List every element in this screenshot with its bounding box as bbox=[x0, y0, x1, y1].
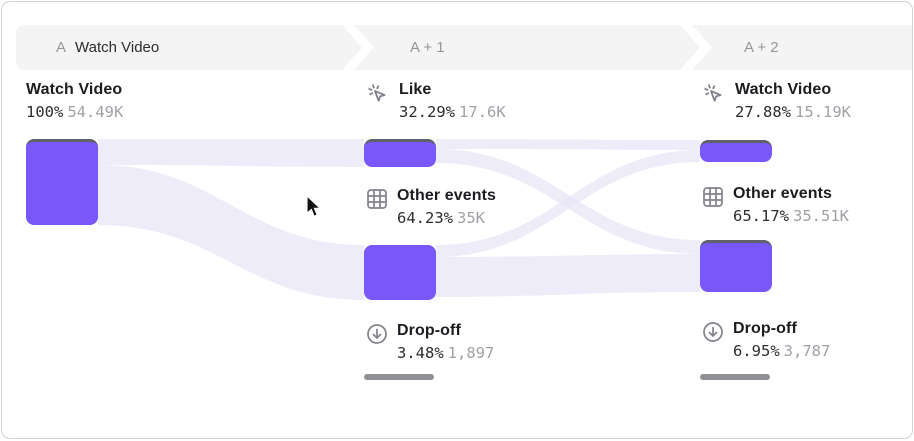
event-title: Drop-off bbox=[397, 322, 461, 339]
cursor-click-icon bbox=[366, 82, 390, 111]
dropoff-bar-a2[interactable] bbox=[700, 374, 770, 380]
event-count: 54.49K bbox=[67, 103, 124, 121]
event-percent: 3.48% bbox=[397, 344, 444, 362]
event-count: 15.19K bbox=[795, 103, 851, 121]
flow-otherevents-to-watchvideo2[interactable] bbox=[436, 150, 700, 257]
event-title: Other events bbox=[397, 187, 497, 204]
event-percent: 64.23% bbox=[397, 209, 453, 227]
event-count: 17.6K bbox=[459, 103, 506, 121]
dropoff-bar-a1[interactable] bbox=[364, 374, 434, 380]
label-watch-video-a: Watch Video 100% 54.49K bbox=[26, 80, 123, 124]
cursor-click-icon bbox=[702, 82, 726, 111]
grid-icon bbox=[702, 186, 724, 213]
label-other-events-a1: Other events 64.23% 35K bbox=[366, 186, 496, 230]
label-like-a1: Like 32.29% 17.6K bbox=[366, 80, 506, 124]
flow-otherevents-to-otherevents2[interactable] bbox=[436, 254, 700, 297]
grid-icon bbox=[366, 188, 388, 215]
header-step-a2[interactable]: A + 2 bbox=[692, 25, 912, 70]
event-title: Drop-off bbox=[733, 320, 797, 337]
event-percent: 65.17% bbox=[733, 207, 789, 225]
event-percent: 27.88% bbox=[735, 103, 791, 121]
event-count: 35.51K bbox=[793, 207, 849, 225]
step-event-name: Watch Video bbox=[75, 39, 160, 56]
event-title: Watch Video bbox=[735, 81, 832, 98]
label-other-events-a2: Other events 65.17% 35.51K bbox=[702, 184, 849, 228]
flow-like-to-watchvideo2[interactable] bbox=[436, 139, 700, 150]
event-percent: 100% bbox=[26, 103, 64, 121]
node-watch-video-a[interactable] bbox=[26, 139, 98, 225]
event-count: 35K bbox=[457, 209, 485, 227]
flow-watchvideo-to-otherevents[interactable] bbox=[98, 165, 364, 300]
node-like-a1[interactable] bbox=[364, 139, 436, 167]
event-count: 1,897 bbox=[447, 344, 495, 362]
event-title: Watch Video bbox=[26, 81, 123, 98]
header-step-a[interactable]: A Watch Video bbox=[16, 25, 362, 70]
drop-off-icon bbox=[366, 323, 388, 350]
event-percent: 32.29% bbox=[399, 103, 455, 121]
label-watch-video-a2: Watch Video 27.88% 15.19K bbox=[702, 80, 851, 124]
label-drop-off-a1: Drop-off 3.48% 1,897 bbox=[366, 321, 494, 365]
event-percent: 6.95% bbox=[733, 342, 780, 360]
event-count: 3,787 bbox=[783, 342, 831, 360]
label-drop-off-a2: Drop-off 6.95% 3,787 bbox=[702, 319, 830, 363]
header-step-a1[interactable]: A + 1 bbox=[354, 25, 700, 70]
node-other-events-a1[interactable] bbox=[364, 245, 436, 300]
drop-off-icon bbox=[702, 321, 724, 348]
event-title: Like bbox=[399, 81, 432, 98]
step-label: A + 1 bbox=[410, 39, 445, 56]
step-label: A + 2 bbox=[744, 39, 779, 56]
node-watch-video-a2[interactable] bbox=[700, 140, 772, 162]
flow-watchvideo-to-like[interactable] bbox=[98, 139, 364, 167]
node-other-events-a2[interactable] bbox=[700, 240, 772, 292]
mouse-cursor-icon bbox=[306, 194, 323, 224]
event-title: Other events bbox=[733, 185, 833, 202]
step-letter: A bbox=[56, 39, 67, 56]
